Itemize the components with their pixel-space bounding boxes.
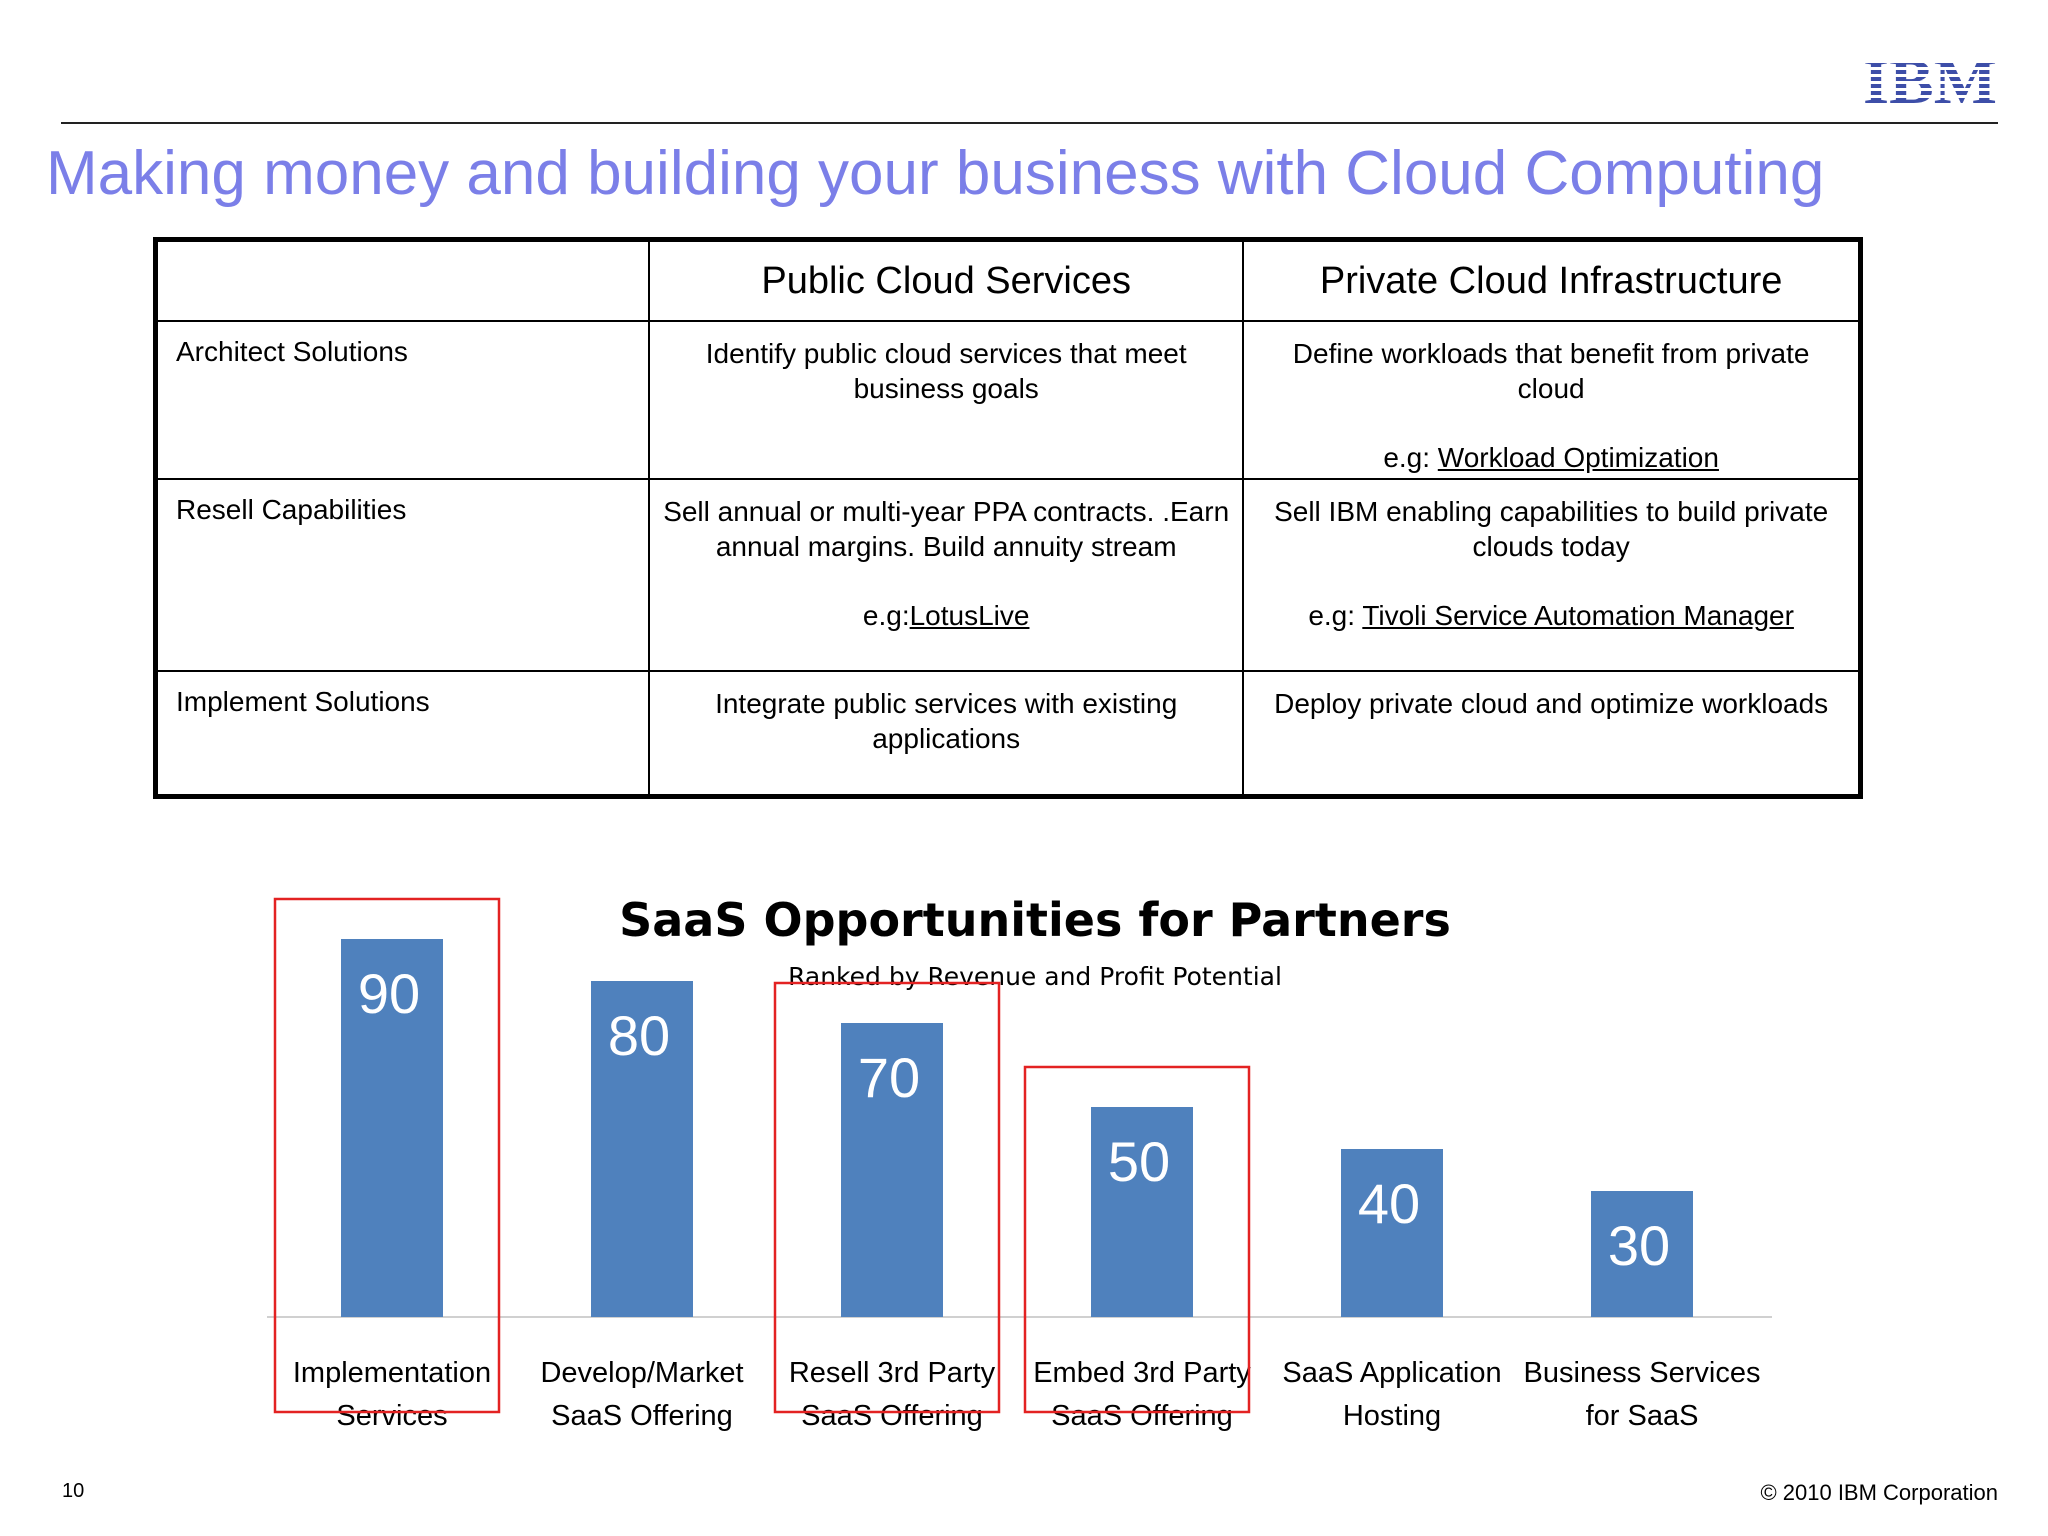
highlight-box [273,897,501,1414]
data-label: 80 [608,1004,670,1067]
header-divider [61,122,1998,124]
data-label: 30 [1608,1214,1670,1277]
bar [1091,1107,1193,1317]
saas-opportunities-chart: 90 Implementation Services 80 Develop/Market… [240,880,1800,1440]
chart-subtitle: Ranked by Revenue and Profit Potential [788,962,1282,991]
ibm-logo: IBM [1863,48,1997,106]
row-label: Resell Capabilities [154,478,651,672]
column-header-empty [154,238,651,322]
category-label: Resell 3rd Party [789,1357,996,1389]
bar-chart-canvas: 90 Implementation Services 80 Develop/Market… [267,897,1772,1432]
table-row: Resell Capabilities Sell annual or multi… [154,478,1862,672]
row-label: Implement Solutions [154,670,651,798]
category-label: Business Services [1524,1357,1761,1389]
category-label: Implementation [293,1357,491,1389]
cell-text: Sell IBM enabling capabilities to build … [1274,496,1829,562]
slide-title: Making money and building your business … [46,139,1825,208]
category-label: Embed 3rd Party [1033,1357,1251,1389]
row-label: Architect Solutions [154,320,651,480]
chart-title: SaaS Opportunities for Partners [619,893,1451,947]
highlight-box [1023,1065,1251,1414]
category-label: Services [336,1400,447,1432]
bar [1591,1191,1693,1317]
example-link[interactable]: LotusLive [909,600,1030,631]
category-label: Hosting [1343,1400,1441,1432]
cloud-opportunity-table: Public Cloud Services Private Cloud Infr… [153,237,1863,799]
category-label: SaaS Offering [801,1400,983,1432]
cell-example: e.g: Tivoli Service Automation Manager [1256,598,1846,633]
bar [841,1023,943,1317]
data-label: 40 [1358,1172,1420,1235]
svg-text:IBM: IBM [1863,48,1997,106]
data-label: 90 [358,962,420,1025]
cell-example: e.g:LotusLive [662,598,1230,633]
table-cell: Define workloads that benefit from priva… [1242,320,1862,480]
cell-example: e.g: Workload Optimization [1256,440,1846,475]
bar [341,939,443,1317]
cell-text: Define workloads that benefit from priva… [1292,338,1810,404]
category-label: SaaS Application [1282,1357,1501,1389]
example-prefix: e.g: [862,600,910,631]
column-header-private: Private Cloud Infrastructure [1242,238,1862,322]
cell-text: Deploy private cloud and optimize worklo… [1274,688,1829,719]
copyright: © 2010 IBM Corporation [1760,1480,1998,1505]
category-label: Develop/Market [540,1357,743,1389]
category-label: SaaS Offering [1051,1400,1233,1432]
column-header-public: Public Cloud Services [648,238,1245,322]
table-row: Architect Solutions Identify public clou… [154,320,1862,480]
data-label: 50 [1108,1130,1170,1193]
table-header-row: Public Cloud Services Private Cloud Infr… [154,238,1862,322]
table-cell: Sell annual or multi-year PPA contracts.… [648,478,1245,672]
highlight-box [773,981,1001,1414]
bar [591,981,693,1317]
data-label: 70 [858,1046,920,1109]
cell-text: Integrate public services with existing … [715,688,1178,754]
page-number: 10 [62,1480,85,1502]
bar [1341,1149,1443,1317]
example-prefix: e.g: [1308,600,1363,631]
table-cell: Identify public cloud services that meet… [648,320,1245,480]
cell-text: Sell annual or multi-year PPA contracts.… [663,496,1230,562]
table-row: Implement Solutions Integrate public ser… [154,670,1862,798]
table-cell: Integrate public services with existing … [648,670,1245,798]
category-label: for SaaS [1586,1400,1699,1432]
example-link[interactable]: Tivoli Service Automation Manager [1362,600,1794,631]
category-label: SaaS Offering [551,1400,733,1432]
table-cell: Deploy private cloud and optimize worklo… [1242,670,1862,798]
cell-text: Identify public cloud services that meet… [705,338,1187,404]
example-prefix: e.g: [1383,442,1438,473]
table-cell: Sell IBM enabling capabilities to build … [1242,478,1862,672]
example-link[interactable]: Workload Optimization [1437,442,1719,473]
